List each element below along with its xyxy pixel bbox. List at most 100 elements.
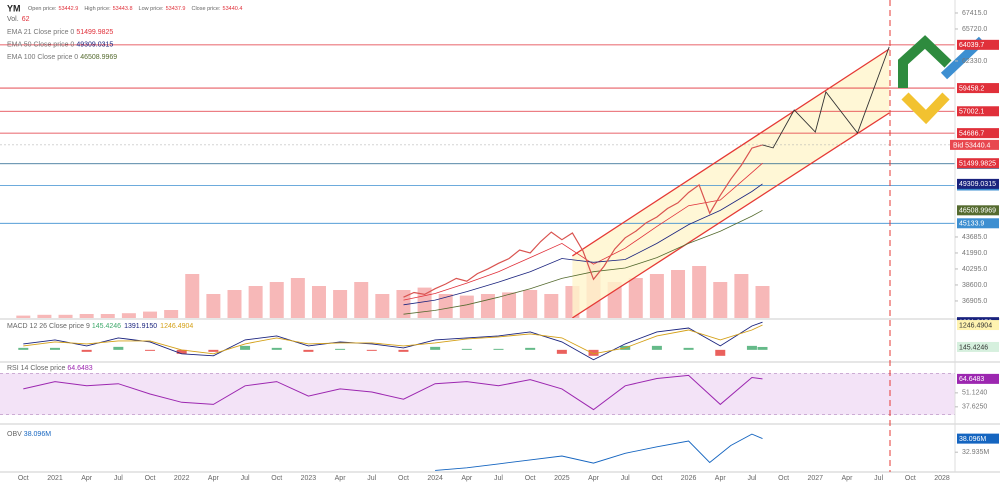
volume-bar (37, 314, 52, 318)
volume-bar (755, 286, 770, 318)
macd-histogram-bar (240, 345, 251, 350)
forecast-path (762, 46, 890, 149)
channel-fill (572, 48, 890, 318)
volume-value: 62 (22, 16, 30, 23)
volume-bar (502, 292, 517, 318)
volume-bar (143, 311, 158, 318)
x-tick-label: Apr (715, 475, 727, 482)
volume-bar (671, 270, 686, 318)
macd-histogram-bar (683, 347, 694, 350)
rsi-pane (0, 373, 955, 416)
x-tick-label: Apr (842, 475, 854, 482)
rsi-title: RSI 14 Close price (7, 365, 65, 372)
macd-value: 1391.9150 (124, 323, 157, 330)
y-tick-label: 41990.0 (962, 250, 987, 257)
x-tick-label: Jul (874, 475, 883, 482)
x-tick-label: Jul (241, 475, 250, 482)
obv-line (435, 433, 763, 471)
x-tick-label: 2028 (934, 475, 950, 482)
macd-histogram-bar (18, 347, 29, 350)
y-tick-label: 51.1240 (962, 390, 987, 397)
ema-value-label-bg (957, 178, 999, 189)
level-label: 64039.7 (959, 42, 984, 49)
ema-value: 49309.0315 (76, 41, 113, 48)
x-tick-label: Apr (208, 475, 220, 482)
volume-bar (375, 294, 390, 318)
macd-histogram-bar (176, 349, 187, 354)
volume-bar (311, 286, 326, 318)
ema-value-label: 51499.9825 (959, 161, 996, 168)
macd-histogram-bar (335, 348, 346, 350)
signal-value: 1246.4904 (160, 323, 193, 330)
ohlc-name: Open price: (28, 6, 57, 12)
macd-histogram-bar (651, 345, 662, 350)
macd-histogram-bar (303, 349, 314, 352)
x-tick-label: 2025 (554, 475, 570, 482)
volume-bar (290, 278, 305, 318)
x-tick-label: Oct (525, 475, 536, 482)
macd-histogram-bar (81, 349, 92, 352)
macd-histogram-bar (145, 349, 156, 351)
ohlc-legend: Open price: 53442.9 High price: 53443.8 Low … (28, 6, 242, 12)
ema-value-label: 49309.0315 (959, 181, 996, 188)
volume-bar (121, 313, 136, 318)
channel-upper (572, 48, 890, 257)
ohlc-name: Close price: (191, 6, 221, 12)
x-tick-label: 2021 (47, 475, 63, 482)
x-tick-label: 2026 (681, 475, 697, 482)
macd-histogram-bar (49, 347, 60, 350)
level-label: 59458.2 (959, 85, 984, 92)
volume-bar (354, 282, 369, 318)
signal-value-label-bg (957, 320, 999, 331)
volume-bar (480, 294, 495, 318)
x-tick-label: Jul (621, 475, 630, 482)
ema-name: EMA 100 Close price 0 (7, 54, 78, 61)
macd-histogram-bar (715, 349, 726, 356)
x-tick-label: Apr (588, 475, 600, 482)
rsi-line (23, 374, 763, 411)
rsi-value-label-bg (957, 373, 999, 384)
rsi-value-label: 64.6483 (959, 376, 984, 383)
logo-yellow (901, 92, 950, 125)
volume-bar (248, 286, 263, 318)
volume-bar (185, 274, 200, 318)
level-label-bg (957, 106, 999, 117)
volume-bar (164, 310, 179, 318)
ema-line (403, 162, 763, 301)
volume-bar (713, 282, 728, 318)
ema-value-label: 46508.9969 (959, 208, 996, 215)
x-tick-label: Jul (114, 475, 123, 482)
ohlc-value: 53437.9 (166, 6, 186, 12)
ohlc-value: 53440.4 (223, 6, 243, 12)
histogram-value-label: 145.4246 (959, 344, 988, 351)
x-tick-label: Oct (398, 475, 409, 482)
ema-value: 46508.9969 (80, 54, 117, 61)
y-tick-label: 62330.0 (962, 58, 987, 65)
macd-histogram-bar (113, 346, 124, 350)
y-tick-label: 38600.0 (962, 282, 987, 289)
x-tick-label: 2027 (808, 475, 824, 482)
x-tick-label: Jul (494, 475, 503, 482)
obv-legend: OBV 38.096M (7, 431, 51, 438)
ema-value-label-bg (957, 205, 999, 216)
volume-bar (734, 274, 749, 318)
main-pane (0, 44, 955, 318)
macd-histogram-bar (556, 349, 567, 354)
volume-bar (227, 290, 242, 318)
x-tick-label: Oct (651, 475, 662, 482)
symbol-title: YM (7, 3, 21, 13)
x-tick-label: Jul (367, 475, 376, 482)
ema-value-label-bg (957, 158, 999, 169)
x-tick-label: Oct (145, 475, 156, 482)
x-tick-label: Oct (905, 475, 916, 482)
ohlc-name: High price: (84, 6, 111, 12)
volume-bar (649, 274, 664, 318)
ohlc-value: 53443.8 (113, 6, 133, 12)
price-line (403, 144, 763, 298)
y-tick-label: 40295.0 (962, 266, 987, 273)
signal-value-label: 1246.4904 (959, 322, 992, 329)
y-tick-label: 67415.0 (962, 10, 987, 17)
y-tick-label: 43685.0 (962, 234, 987, 241)
volume-bar (523, 290, 538, 318)
level-label-bg (957, 83, 999, 94)
